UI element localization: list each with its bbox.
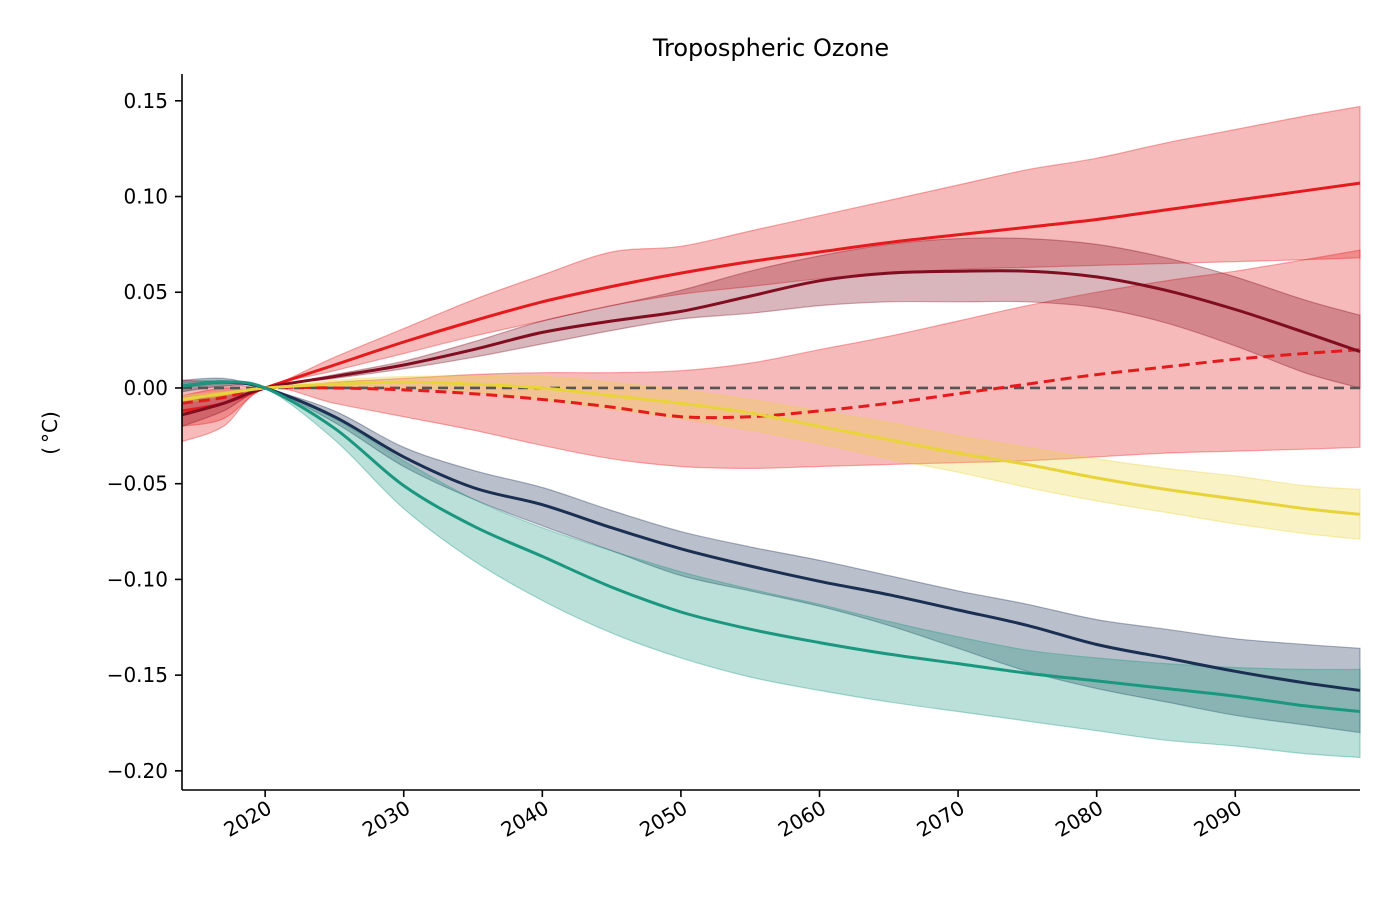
x-tick-label: 2090 [1190,796,1246,842]
x-tick-label: 2040 [497,796,553,842]
band-4 [181,377,1361,734]
series-line-4 [181,380,1361,692]
series-line-2 [181,269,1361,417]
series-line-0 [181,181,1361,413]
series-lines [181,181,1361,713]
x-tick-label: 2060 [774,796,830,842]
y-axis-label: ( °C) [38,411,62,455]
y-tick-label: −0.20 [107,759,168,783]
y-tick-label: 0.00 [123,376,168,400]
y-tick-label: −0.15 [107,663,168,687]
confidence-bands [181,105,1361,759]
y-tick-label: −0.10 [107,567,168,591]
y-tick-label: 0.15 [123,89,168,113]
x-tick-label: 2030 [358,796,414,842]
y-tick-label: 0.05 [123,280,168,304]
y-tick-label: 0.10 [123,185,168,209]
series-line-5 [181,380,1361,713]
y-tick-label: −0.05 [107,472,168,496]
y-ticks: 0.15 0.10 0.05 0.00 −0.05 −0.10 −0.15 −0.20 [107,89,182,783]
axes [181,74,1360,791]
band-0 [181,105,1361,428]
x-tick-label: 2020 [220,796,276,842]
band-1 [181,249,1361,470]
band-5 [181,379,1361,759]
x-tick-label: 2070 [913,796,969,842]
series-line-1 [181,348,1361,420]
x-ticks: 2020 2030 2040 2050 2060 2070 2080 2090 [220,790,1246,842]
chart-title: Tropospheric Ozone [652,34,889,62]
x-tick-label: 2080 [1051,796,1107,842]
x-tick-label: 2050 [635,796,691,842]
series-line-3 [181,380,1361,516]
